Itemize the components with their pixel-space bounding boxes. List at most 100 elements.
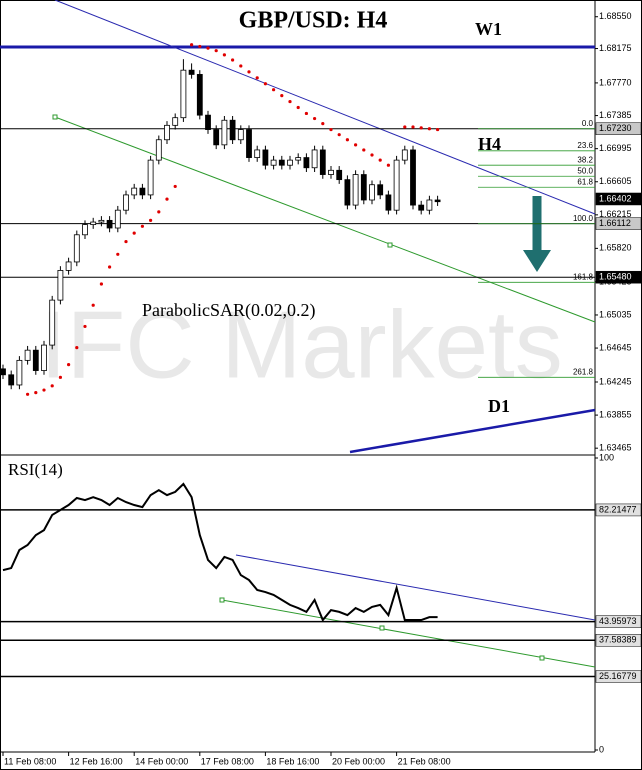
candle-body xyxy=(377,184,384,196)
level-box xyxy=(595,270,642,284)
sar-dot xyxy=(419,126,423,130)
level-box xyxy=(595,634,642,647)
sar-dot xyxy=(288,99,292,104)
sar-dot xyxy=(329,127,333,132)
y-tick-label: 1.66605 xyxy=(599,176,632,186)
sar-dot xyxy=(75,346,79,350)
level-label: 82.21477 xyxy=(599,504,637,514)
y-tick-label: 1.68550 xyxy=(599,11,632,21)
candle-body xyxy=(65,261,72,271)
level-box xyxy=(595,615,642,628)
sar-dot xyxy=(231,58,235,62)
candle-body xyxy=(24,349,31,361)
level-label: 43.95973 xyxy=(599,616,637,626)
y-tick-label: 1.67385 xyxy=(599,110,632,120)
fib-label: 61.8 xyxy=(577,177,593,186)
sar-dot xyxy=(427,127,431,131)
sar-dot xyxy=(247,70,251,74)
sar-dot xyxy=(34,391,38,395)
sar-dot xyxy=(91,303,95,307)
y-tick-label: 1.63855 xyxy=(599,409,632,419)
candle-body xyxy=(0,368,6,376)
candle-body xyxy=(262,149,269,166)
sar-dot xyxy=(337,133,341,137)
x-tick-label: 11 Feb 08:00 xyxy=(4,756,56,766)
y-tick-label: 1.67770 xyxy=(599,77,632,87)
sar-dot xyxy=(108,265,112,269)
sar-dot xyxy=(26,392,30,396)
sar-dot xyxy=(42,388,46,392)
level-box xyxy=(595,217,642,230)
rsi-title: RSI(14) xyxy=(8,460,63,479)
rsi-trend-line xyxy=(235,554,596,621)
sar-dot xyxy=(124,239,128,244)
y-tick-label: 1.64645 xyxy=(599,342,632,352)
sar-dot xyxy=(345,138,349,142)
trend-line xyxy=(54,0,596,215)
arrow-head xyxy=(523,250,551,272)
candle-body xyxy=(287,159,293,166)
candle-body xyxy=(8,374,15,386)
x-tick-label: 18 Feb 16:00 xyxy=(266,756,319,766)
candle-body xyxy=(401,149,408,161)
candle-body xyxy=(41,344,47,371)
candle-body xyxy=(180,69,187,119)
candle-body xyxy=(196,74,203,116)
fib-label: 0.0 xyxy=(582,119,594,128)
y-tick-label: 0 xyxy=(599,744,604,754)
level-box xyxy=(595,122,642,135)
candle-body xyxy=(90,221,97,226)
candle-body xyxy=(131,187,138,196)
candle-body xyxy=(172,117,179,126)
candle-body xyxy=(188,69,195,75)
fib-label: 161.8 xyxy=(573,272,594,281)
candle-body xyxy=(319,149,326,175)
sar-dot xyxy=(198,44,202,49)
y-tick-label: 1.68175 xyxy=(599,43,632,53)
candle-body xyxy=(434,199,441,203)
candle-body xyxy=(106,219,113,229)
level-label: 1.67230 xyxy=(599,123,632,133)
sar-dot xyxy=(386,163,390,167)
sar-dot xyxy=(255,76,259,80)
sar-dot xyxy=(362,148,366,152)
rsi-line xyxy=(2,482,438,622)
y-tick-label: 1.66995 xyxy=(599,143,632,153)
candle-body xyxy=(57,270,64,301)
sar-dot xyxy=(214,49,218,53)
sar-dot xyxy=(296,105,300,110)
sar-dot xyxy=(239,64,243,68)
x-tick-label: 12 Feb 16:00 xyxy=(70,756,123,766)
y-tick-label: 100 xyxy=(599,452,614,462)
rsi-channel-line xyxy=(221,599,596,668)
level-box xyxy=(595,192,642,206)
candle-body xyxy=(270,159,277,166)
sar-dot xyxy=(149,218,153,222)
x-tick-label: 14 Feb 00:00 xyxy=(135,756,188,766)
sar-dot xyxy=(403,125,407,129)
candle-body xyxy=(32,349,39,371)
sar-dot xyxy=(370,153,374,157)
candle-body xyxy=(344,179,351,206)
sar-dot xyxy=(304,111,308,116)
candle-body xyxy=(426,199,433,211)
sar-dot xyxy=(58,375,63,379)
level-label: 1.66112 xyxy=(599,218,631,228)
sar-dot xyxy=(313,116,317,121)
x-tick-label: 20 Feb 00:00 xyxy=(332,756,385,766)
annotation: W1 xyxy=(475,19,502,39)
candle-body xyxy=(82,224,88,236)
sar-dot xyxy=(173,184,177,189)
candle-body xyxy=(114,209,121,229)
candle-body xyxy=(295,157,302,161)
sar-dot xyxy=(378,158,382,162)
y-tick-label: 1.65035 xyxy=(599,309,632,319)
sar-dot xyxy=(67,363,71,367)
candle-body xyxy=(303,157,310,169)
candle-body xyxy=(139,187,146,196)
fib-label: 50.0 xyxy=(577,166,593,175)
candle-body xyxy=(16,359,23,386)
candle-body xyxy=(123,194,129,211)
